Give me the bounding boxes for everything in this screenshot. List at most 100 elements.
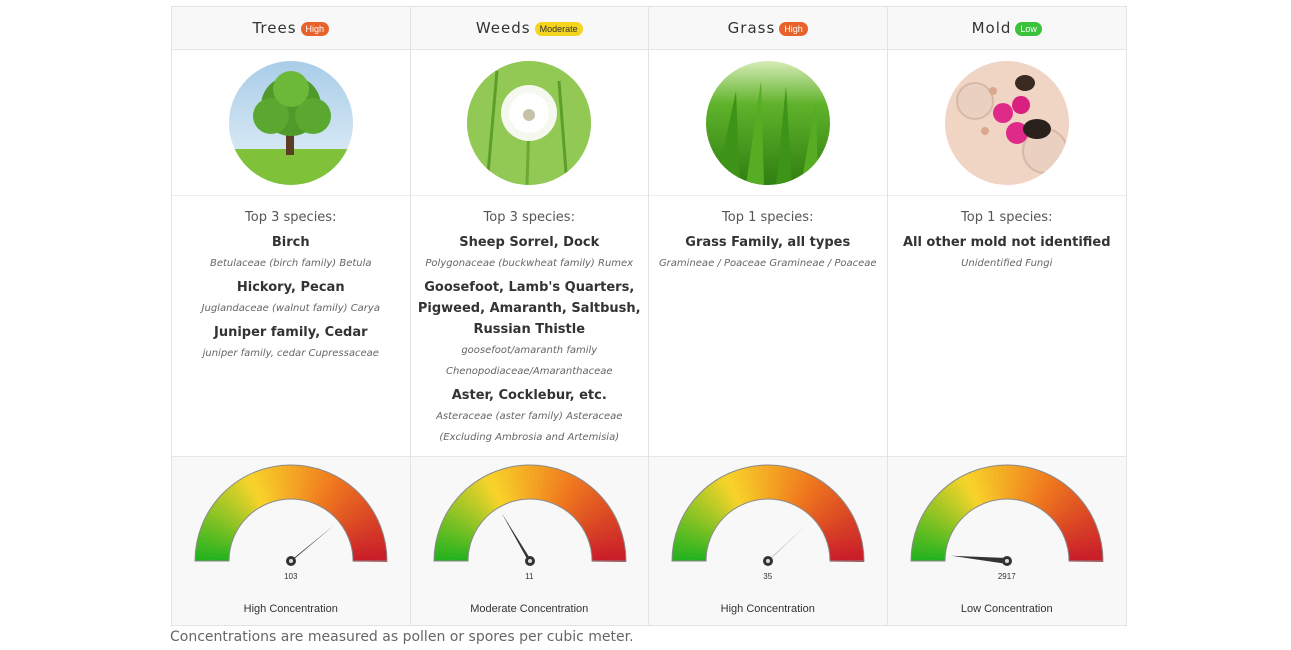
- category-name: Grass: [727, 19, 776, 37]
- gauge-arc-segment: [675, 530, 710, 545]
- gauge-arc-segment: [256, 469, 273, 504]
- gauge-arc-segment: [352, 555, 387, 562]
- species-latin: Gramineae / Poaceae Gramineae / Poaceae: [658, 258, 877, 269]
- gauge-arc-segment: [524, 465, 531, 500]
- gauge-arc-segment: [581, 508, 614, 531]
- gauge-arc-segment: [967, 471, 985, 505]
- gauge-arc-segment: [672, 550, 707, 558]
- gauge-arc-segment: [210, 503, 242, 528]
- tree-image: [228, 60, 353, 185]
- gauge-outline: [671, 464, 865, 562]
- gauge-arc-segment: [195, 555, 230, 561]
- gauge-arc-segment: [807, 486, 833, 516]
- gauge-arc-segment: [825, 526, 860, 543]
- gauge-arc-segment: [316, 473, 336, 507]
- gauge-arc-segment: [923, 507, 955, 530]
- gauge-arc-segment: [707, 482, 733, 513]
- gauge-arc-segment: [911, 545, 946, 555]
- gauge-arc-segment: [584, 517, 618, 537]
- gauge-arc-segment: [814, 496, 844, 523]
- gauge-arc-segment: [348, 526, 383, 543]
- species-list: Top 1 species: Grass Family, all types G…: [649, 196, 887, 456]
- gauge-arc-segment: [310, 469, 327, 504]
- gauge-arc-segment: [509, 466, 521, 501]
- species-name: Grass Family, all types: [685, 235, 851, 250]
- gauge-arc-segment: [341, 504, 373, 528]
- gauge-arc-segment: [319, 475, 340, 508]
- gauge-arc-segment: [565, 483, 591, 514]
- concentration-label: Low Concentration: [960, 603, 1053, 615]
- gauge-arc-segment: [465, 485, 491, 515]
- gauge-arc-segment: [590, 545, 626, 556]
- gauge-arc-segment: [1037, 477, 1060, 510]
- gauge-arc-segment: [674, 535, 709, 549]
- gauge-arc-segment: [913, 530, 948, 545]
- gauge-arc-segment: [1042, 483, 1068, 514]
- gauge-arc-segment: [1028, 471, 1047, 505]
- species-latin: Juglandaceae (walnut family) Carya: [201, 303, 380, 314]
- gauge-arc-segment: [207, 507, 240, 530]
- species-latin: Unidentified Fungi: [961, 258, 1053, 269]
- gauge-arc-segment: [557, 475, 579, 508]
- gauge-arc-segment: [738, 468, 753, 503]
- gauge-arc-segment: [291, 465, 297, 500]
- gauge-arc-segment: [811, 493, 840, 520]
- gauge-arc-segment: [433, 550, 468, 558]
- gauge-arc-segment: [1050, 493, 1079, 520]
- gauge-arc-segment: [350, 536, 386, 549]
- gauge-arc-segment: [911, 540, 946, 552]
- concentration-gauge: [432, 464, 627, 566]
- gauge-arc-segment: [678, 521, 712, 539]
- gauge-arc-segment: [330, 486, 356, 516]
- gauge-arc-segment: [271, 466, 282, 501]
- species-latin: goosefoot/amaranth family Chenopodiaceae…: [445, 345, 613, 377]
- gauge-arc-segment: [703, 485, 730, 515]
- species-name: Juniper family, Cedar: [213, 325, 368, 340]
- gauge-arc-segment: [203, 516, 237, 536]
- gauge-arc-segment: [804, 483, 830, 514]
- gauge-arc-segment: [743, 466, 756, 502]
- gauge-arc-segment: [682, 512, 715, 533]
- gauge-arc-segment: [787, 469, 804, 504]
- gauge-arc-segment: [216, 496, 246, 522]
- gauge-arc-segment: [1047, 489, 1076, 518]
- gauge-arc-segment: [720, 475, 741, 508]
- gauge-arc-segment: [728, 471, 747, 505]
- gauge-arc-segment: [946, 482, 971, 513]
- gauge-arc-segment: [275, 465, 286, 500]
- category-trees: Trees High Top 3 sp: [172, 7, 411, 625]
- gauge-arc-segment: [1067, 541, 1102, 552]
- gauge-hub-center: [289, 559, 293, 563]
- gauge-arc-segment: [590, 541, 625, 552]
- gauge-arc-segment: [579, 504, 611, 528]
- species-latin: Asteraceae (aster family) Asteraceae (Ex…: [436, 411, 623, 443]
- gauge-value: 11: [525, 572, 534, 581]
- gauge-arc-segment: [324, 480, 349, 512]
- gauge-arc-segment: [439, 521, 474, 539]
- gauge-arc-segment: [1040, 480, 1064, 512]
- concentration-label: Moderate Concentration: [470, 603, 589, 615]
- gauge-arc-segment: [1065, 531, 1100, 546]
- gauge-arc-segment: [1068, 555, 1103, 562]
- gauge-arc-segment: [680, 516, 714, 536]
- gauge-arc-segment: [226, 485, 253, 515]
- gauge-arc-segment: [514, 465, 524, 500]
- pollen-grid: Trees High Top 3 sp: [171, 6, 1127, 626]
- gauge-arc-segment: [219, 492, 248, 520]
- gauge-arc-segment: [342, 508, 375, 531]
- category-mold: Mold Low Top 1 sp: [887, 7, 1126, 625]
- gauge-value: 2917: [997, 572, 1016, 581]
- gauge-arc-segment: [1019, 467, 1033, 502]
- gauge-arc-segment: [436, 530, 471, 545]
- gauge-arc-segment: [591, 555, 626, 562]
- gauge-arc-segment: [451, 499, 482, 525]
- gauge-arc-segment: [195, 545, 230, 555]
- gauge-arc-segment: [774, 465, 784, 500]
- species-latin: juniper family, cedar Cupressaceae: [202, 348, 379, 359]
- gauge-arc-segment: [297, 465, 307, 500]
- gauge-arc-segment: [535, 465, 546, 500]
- gauge-arc-segment: [435, 535, 470, 549]
- gauge-arc-segment: [573, 493, 602, 520]
- gauge-arc-segment: [551, 471, 570, 505]
- gauge-arc-segment: [816, 500, 847, 526]
